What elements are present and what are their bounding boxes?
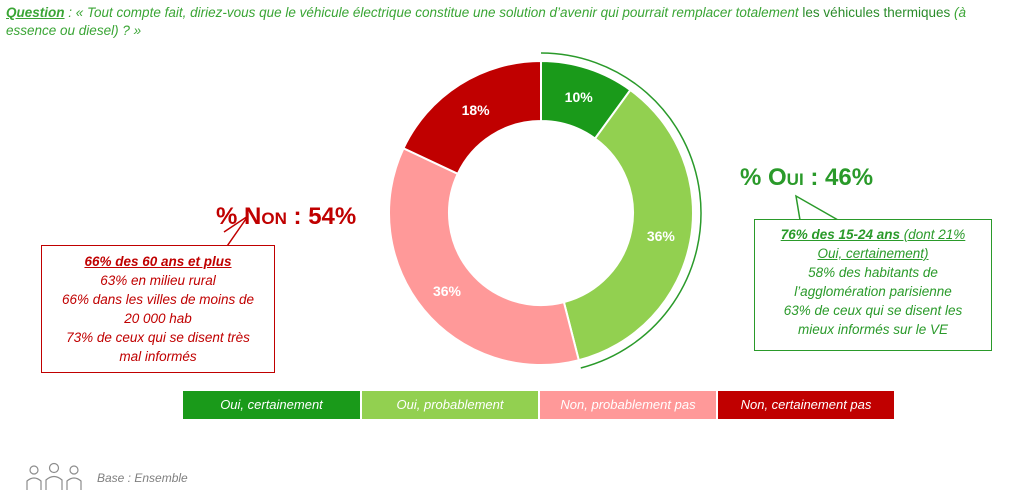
slice-value-label: 36%: [433, 283, 462, 299]
donut-slice: [388, 146, 581, 366]
no-callout-line: mal informés: [119, 349, 197, 364]
no-callout-box: 66% des 60 ans et plus 63% en milieu rur…: [41, 245, 275, 373]
slice-value-label: 10%: [565, 89, 594, 105]
yes-bracket-arc: [540, 52, 702, 369]
slice-value-label: 36%: [647, 228, 676, 244]
no-callout-line: 73% de ceux qui se disent très: [66, 330, 250, 345]
people-group-icon: [26, 462, 82, 490]
question-emphasis: les véhicules thermiques: [802, 5, 951, 20]
yes-callout-line: Oui, certainement): [817, 246, 929, 261]
yes-callout-line: l’agglomération parisienne: [794, 284, 952, 299]
slice-value-label: 18%: [462, 102, 491, 118]
legend-item: Non, certainement pas: [718, 391, 894, 419]
no-callout-line: 66% dans les villes de moins de: [61, 292, 255, 307]
donut-slice: [402, 59, 542, 176]
legend-item: Oui, probablement: [362, 391, 538, 419]
yes-callout-line: 63% de ceux qui se disent les: [783, 303, 963, 318]
yes-callout-pointer: [795, 194, 839, 221]
donut-slices: [388, 59, 694, 366]
yes-callout-highlight: 76% des 15-24 ans: [780, 227, 901, 242]
donut-slice-labels: 10% 36% 36% 18%: [433, 89, 675, 299]
question-body: : « Tout compte fait, diriez-vous que le…: [64, 5, 803, 20]
base-note: Base : Ensemble: [97, 471, 188, 485]
no-callout-line: 20 000 hab: [124, 311, 192, 326]
yes-callout-detail: (dont 21%: [900, 227, 966, 242]
legend-item: Non, probablement pas: [540, 391, 716, 419]
yes-callout-line: mieux informés sur le VE: [797, 322, 949, 337]
question-end: (à essence ou diesel) ? »: [6, 5, 967, 38]
no-callout-line: 66% des 60 ans et plus: [84, 254, 232, 269]
yes-callout-first-line: 76% des 15-24 ans (dont 21%: [755, 225, 991, 244]
no-callout-line: 63% en milieu rural: [100, 273, 216, 288]
donut-slice: [562, 88, 694, 362]
yes-callout-line: 58% des habitants de: [808, 265, 938, 280]
question-label: Question: [6, 5, 65, 20]
yes-total-label: % Oui : 46%: [740, 164, 874, 191]
question-text: Question : « Tout compte fait, diriez-vo…: [6, 4, 1018, 40]
yes-callout-box: 76% des 15-24 ans (dont 21% Oui, certain…: [754, 219, 992, 351]
legend-item: Oui, certainement: [183, 391, 360, 419]
no-total-label: % Non : 54%: [216, 203, 357, 230]
chart-legend: Oui, certainement Oui, probablement Non, p…: [183, 391, 896, 419]
